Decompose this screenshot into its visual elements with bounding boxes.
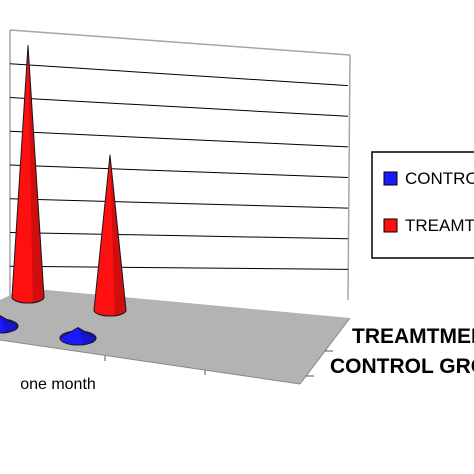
gridline bbox=[9, 164, 349, 178]
legend-label-control: CONTROL bbox=[405, 169, 474, 188]
cone-body bbox=[93, 154, 127, 317]
gridline bbox=[9, 198, 349, 209]
legend-swatch-treatment bbox=[383, 218, 398, 233]
cone-treamtment-1 bbox=[93, 154, 127, 317]
gridline bbox=[9, 232, 349, 240]
legend: CONTROL TREAMTMENT bbox=[371, 151, 474, 259]
x-tick-label-1: one month bbox=[20, 376, 96, 393]
gridline bbox=[9, 63, 349, 87]
cone-body bbox=[0, 315, 19, 334]
cone-control-0 bbox=[0, 315, 19, 334]
cone-shade bbox=[28, 45, 44, 303]
cone-shade bbox=[110, 154, 126, 316]
cone-shade bbox=[0, 315, 18, 333]
cone-treamtment-0 bbox=[11, 45, 45, 304]
floor-front-edge bbox=[0, 339, 301, 385]
chart-floor bbox=[0, 288, 350, 384]
depth-label-0: TREAMTMENT bbox=[352, 325, 474, 348]
gridline bbox=[9, 97, 349, 117]
wall-top-edge bbox=[9, 29, 351, 56]
wall-right-edge bbox=[347, 54, 351, 301]
data-marks bbox=[0, 45, 127, 346]
gridlines bbox=[9, 63, 349, 270]
legend-label-treatment: TREAMTMENT bbox=[405, 216, 474, 235]
legend-box bbox=[371, 151, 474, 259]
gridline bbox=[9, 130, 349, 148]
cone-control-1 bbox=[59, 327, 97, 346]
back-wall bbox=[9, 29, 351, 301]
gridline bbox=[9, 265, 349, 270]
cone-shade bbox=[78, 327, 96, 345]
depth-label-1: CONTROL GROUP bbox=[330, 355, 474, 378]
cone-body bbox=[11, 45, 45, 304]
legend-swatch-control bbox=[383, 171, 398, 186]
cone-body bbox=[59, 327, 97, 346]
